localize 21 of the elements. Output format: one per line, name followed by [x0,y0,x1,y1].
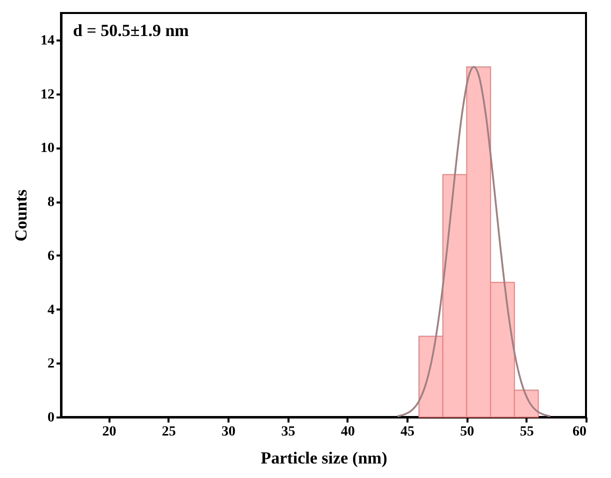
y-tick-label: 2 [48,356,54,372]
y-tick-label: 14 [40,33,54,48]
x-tick-label: 55 [520,424,534,440]
y-tick-label: 4 [48,302,54,318]
annotation: d = 50.5±1.9 nm [73,21,189,40]
y-tick-label: 0 [48,410,54,426]
x-tick-label: 45 [400,424,415,440]
x-tick-label: 60 [572,424,586,440]
x-tick-label: 35 [281,424,296,440]
x-tick-label: 20 [102,424,116,440]
y-tick-label: 8 [48,195,54,210]
x-tick-label: 40 [340,424,355,440]
y-tick-label: 12 [40,87,54,102]
y-axis-title: Counts [12,189,30,242]
x-tick-label: 25 [162,424,176,440]
y-tick-label: 10 [40,141,54,156]
x-axis-title: Particle size (nm) [260,448,388,468]
y-tick-label: 6 [48,248,54,264]
x-tick-label: 50 [460,424,474,440]
x-tick-label: 30 [222,424,236,440]
line-series [396,66,552,418]
